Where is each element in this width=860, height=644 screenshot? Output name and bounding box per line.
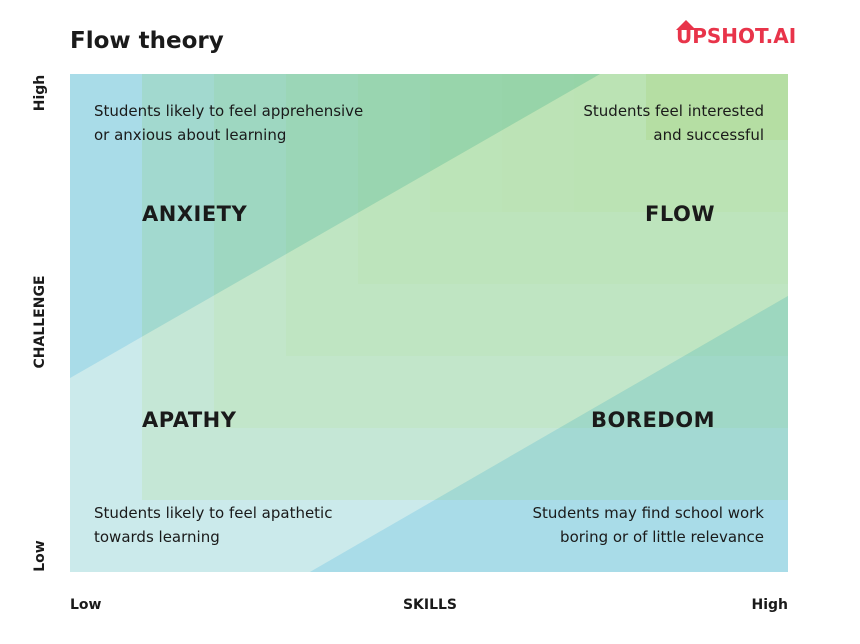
boredom-zone xyxy=(310,296,788,572)
quadrant-description: boring or of little relevance xyxy=(560,528,764,546)
step xyxy=(142,74,788,500)
logo-text: UPSHOT.AI xyxy=(676,24,796,48)
quadrant-description: towards learning xyxy=(94,528,220,546)
quadrant-description: Students may find school work xyxy=(533,504,765,522)
quadrant-description: Students likely to feel apathetic xyxy=(94,504,332,522)
step xyxy=(646,74,788,140)
quadrant-label: BOREDOM xyxy=(591,408,715,432)
y-high: High xyxy=(32,75,48,112)
base xyxy=(70,74,788,572)
x-axis-label: SKILLS xyxy=(403,597,457,613)
anxiety-zone xyxy=(70,74,600,378)
logo-roof xyxy=(676,20,696,30)
diagonal-band xyxy=(70,74,788,572)
quadrant-description: or anxious about learning xyxy=(94,126,286,144)
plot-background xyxy=(70,74,788,572)
x-low: Low xyxy=(70,597,102,613)
quadrant-description: and successful xyxy=(653,126,764,144)
quadrant-label: ANXIETY xyxy=(142,202,248,226)
x-high: High xyxy=(751,597,788,613)
quadrant-description: Students likely to feel apprehensive xyxy=(94,102,363,120)
quadrant-description: Students feel interested xyxy=(583,102,764,120)
quadrant-label: FLOW xyxy=(645,202,715,226)
y-axis-label: CHALLENGE xyxy=(32,275,48,368)
title: Flow theory xyxy=(70,28,224,54)
y-low: Low xyxy=(32,540,48,572)
quadrant-label: APATHY xyxy=(142,408,237,432)
logo: UPSHOT.AI xyxy=(676,20,796,48)
